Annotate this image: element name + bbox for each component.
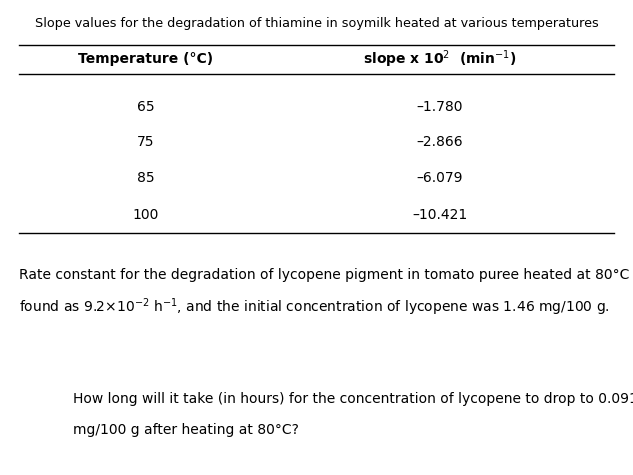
Text: How long will it take (in hours) for the concentration of lycopene to drop to 0.: How long will it take (in hours) for the… [73, 392, 633, 406]
Text: Rate constant for the degradation of lycopene pigment in tomato puree heated at : Rate constant for the degradation of lyc… [19, 268, 633, 282]
Text: mg/100 g after heating at 80°C?: mg/100 g after heating at 80°C? [73, 423, 299, 437]
Text: –6.079: –6.079 [417, 171, 463, 185]
Text: 85: 85 [137, 171, 154, 185]
Text: 75: 75 [137, 135, 154, 150]
Text: found as 9.2×10$^{-2}$ h$^{-1}$, and the initial concentration of lycopene was 1: found as 9.2×10$^{-2}$ h$^{-1}$, and the… [19, 297, 610, 318]
Text: –2.866: –2.866 [417, 135, 463, 150]
Text: slope x 10$^{2}$  (min$^{-1}$): slope x 10$^{2}$ (min$^{-1}$) [363, 48, 517, 70]
Text: 65: 65 [137, 100, 154, 114]
Text: Slope values for the degradation of thiamine in soymilk heated at various temper: Slope values for the degradation of thia… [35, 17, 598, 29]
Text: Temperature (°C): Temperature (°C) [78, 52, 213, 66]
Text: –1.780: –1.780 [417, 100, 463, 114]
Text: –10.421: –10.421 [412, 208, 468, 222]
Text: 100: 100 [132, 208, 159, 222]
